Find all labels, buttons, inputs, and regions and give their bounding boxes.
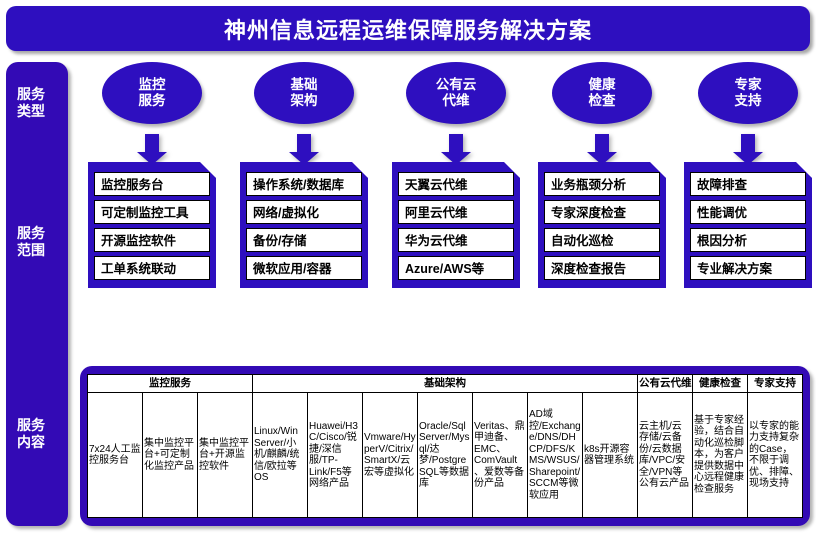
- table-cell: Huawei/H3C/Cisco/锐捷/深信服/TP-Link/F5等网络产品: [307, 392, 363, 518]
- service-type-label-line1: 基础: [290, 77, 318, 92]
- service-type-label-line1: 健康: [588, 77, 616, 92]
- service-type-label-line2: 代维: [442, 93, 470, 108]
- sidebar-item-service-type-line2: 类型: [17, 103, 45, 119]
- pillar-column-5: 专家 支持故障排查性能调优根因分析专业解决方案: [684, 62, 812, 288]
- pillar-column-4: 健康 检查业务瓶颈分析 专家深度检查 自动化巡检深度检查报告: [538, 62, 666, 288]
- table-column-header: 公有云代维: [637, 374, 693, 393]
- table-cell: Veritas、鼎甲迪备、EMC、ComVault、爱数等备份产品: [472, 392, 528, 518]
- table-cell: Vmware/HyperV/Citrix/SmartX/云宏等虚拟化: [362, 392, 418, 518]
- service-scope-item[interactable]: 深度检查报告: [544, 256, 660, 280]
- table-cell: Oracle/SqlServer/Mysql/达梦/PostgreSQL等数据库: [417, 392, 473, 518]
- service-type-ellipse-1[interactable]: 监控 服务: [102, 62, 202, 124]
- service-type-label-line2: 架构: [290, 93, 318, 108]
- sidebar-item-service-content: 服务 内容: [0, 417, 62, 451]
- arrow-down-icon: [137, 134, 167, 165]
- service-type-ellipse-2[interactable]: 基础 架构: [254, 62, 354, 124]
- service-scope-item[interactable]: 专家深度检查: [544, 200, 660, 224]
- service-scope-item[interactable]: 网络/虚拟化: [246, 200, 362, 224]
- table-cell: 7x24人工监控服务台: [87, 392, 143, 518]
- sidebar-item-service-content-line1: 服务: [17, 417, 45, 433]
- service-scope-card-1: 监控服务台可定制监控工具 开源监控软件 工单系统联动: [88, 162, 216, 288]
- table-cell: 集中监控平台+开源监控软件: [197, 392, 253, 518]
- service-scope-item[interactable]: 专业解决方案: [690, 256, 806, 280]
- service-type-label-line2: 服务: [138, 93, 166, 108]
- arrow-down-wrapper-4: [538, 124, 666, 165]
- sidebar-item-service-type-line1: 服务: [17, 86, 45, 102]
- table-head: 监控服务 基础架构 公有云代维 健康检查 专家支持: [87, 374, 803, 393]
- service-scope-item[interactable]: 阿里云代维: [398, 200, 514, 224]
- category-sidebar: [6, 62, 68, 526]
- sidebar-item-service-type: 服务 类型: [0, 86, 62, 120]
- table-body: 7x24人工监控服务台 集中监控平台+可定制化监控产品 集中监控平台+开源监控软件 L…: [87, 392, 803, 518]
- service-content-panel: 监控服务 基础架构 公有云代维 健康检查 专家支持 7x24人工监控服务台 集中监控平台+…: [80, 366, 810, 526]
- pillar-column-1: 监控 服务监控服务台可定制监控工具 开源监控软件 工单系统联动: [88, 62, 216, 288]
- service-scope-item[interactable]: 性能调优: [690, 200, 806, 224]
- service-scope-card-4: 业务瓶颈分析 专家深度检查 自动化巡检深度检查报告: [538, 162, 666, 288]
- service-scope-card-2: 操作系统/数据库 网络/虚拟化 备份/存储微软应用/容器: [240, 162, 368, 288]
- table-cell: 云主机/云存储/云备份/云数据库/VPC/安全/VPN等公有云产品: [637, 392, 693, 518]
- table-cell: 基于专家经验，结合自动化巡检脚本，为客户提供数据中心远程健康检查服务: [692, 392, 748, 518]
- arrow-down-icon: [587, 134, 617, 165]
- service-scope-item[interactable]: 故障排查: [690, 172, 806, 196]
- service-scope-item[interactable]: 天翼云代维: [398, 172, 514, 196]
- table-cell: k8s开源容器管理系统: [582, 392, 638, 518]
- table-cell: 以专家的能力支持复杂的Case，不限于调优、排障、现场支持: [747, 392, 803, 518]
- pillar-column-3: 公有云 代维天翼云代维阿里云代维华为云代维 Azure/AWS等: [392, 62, 520, 288]
- service-scope-item[interactable]: 可定制监控工具: [94, 200, 210, 224]
- service-scope-item[interactable]: 根因分析: [690, 228, 806, 252]
- sidebar-item-service-scope: 服务 范围: [0, 225, 62, 259]
- service-scope-item[interactable]: 工单系统联动: [94, 256, 210, 280]
- arrow-down-icon: [289, 134, 319, 165]
- service-type-ellipse-3[interactable]: 公有云 代维: [406, 62, 506, 124]
- service-scope-item[interactable]: 自动化巡检: [544, 228, 660, 252]
- sidebar-item-service-scope-line1: 服务: [17, 225, 45, 241]
- service-scope-card-5: 故障排查性能调优根因分析专业解决方案: [684, 162, 812, 288]
- page-title-banner: 神州信息远程运维保障服务解决方案: [6, 6, 810, 51]
- arrow-down-icon: [441, 134, 471, 165]
- table-cell: Linux/Win Server/小机/麒麟/统信/欧拉等OS: [252, 392, 308, 518]
- table-column-header: 基础架构: [252, 374, 638, 393]
- table-column-header: 健康检查: [692, 374, 748, 393]
- arrow-down-wrapper-2: [240, 124, 368, 165]
- table-column-header: 监控服务: [87, 374, 253, 393]
- arrow-down-icon: [733, 134, 763, 165]
- service-scope-item[interactable]: 操作系统/数据库: [246, 172, 362, 196]
- service-scope-item[interactable]: 备份/存储: [246, 228, 362, 252]
- arrow-down-wrapper-1: [88, 124, 216, 165]
- table-cell: AD域控/Exchange/DNS/DHCP/DFS/KMS/WSUS/Shar…: [527, 392, 583, 518]
- service-type-label-line1: 专家: [734, 77, 762, 92]
- service-scope-card-3: 天翼云代维阿里云代维华为云代维 Azure/AWS等: [392, 162, 520, 288]
- table-header-row: 监控服务 基础架构 公有云代维 健康检查 专家支持: [87, 374, 803, 393]
- service-type-label-line1: 公有云: [435, 77, 477, 92]
- page-title: 神州信息远程运维保障服务解决方案: [223, 17, 592, 43]
- service-type-label-line1: 监控: [138, 77, 166, 92]
- service-scope-item[interactable]: 华为云代维: [398, 228, 514, 252]
- sidebar-item-service-scope-line2: 范围: [17, 242, 45, 258]
- service-type-ellipse-5[interactable]: 专家 支持: [698, 62, 798, 124]
- arrow-down-wrapper-5: [684, 124, 812, 165]
- service-scope-item[interactable]: 业务瓶颈分析: [544, 172, 660, 196]
- service-type-ellipse-4[interactable]: 健康 检查: [552, 62, 652, 124]
- arrow-down-wrapper-3: [392, 124, 520, 165]
- service-scope-item[interactable]: 开源监控软件: [94, 228, 210, 252]
- service-scope-item[interactable]: 监控服务台: [94, 172, 210, 196]
- service-type-label-line2: 检查: [588, 93, 616, 108]
- table-cell: 集中监控平台+可定制化监控产品: [142, 392, 198, 518]
- service-scope-item[interactable]: 微软应用/容器: [246, 256, 362, 280]
- service-content-table: 监控服务 基础架构 公有云代维 健康检查 专家支持 7x24人工监控服务台 集中监控平台+…: [87, 374, 803, 518]
- service-scope-item[interactable]: Azure/AWS等: [398, 256, 514, 280]
- service-type-label-line2: 支持: [734, 93, 762, 108]
- pillar-column-2: 基础 架构操作系统/数据库 网络/虚拟化 备份/存储微软应用/容器: [240, 62, 368, 288]
- sidebar-item-service-content-line2: 内容: [17, 434, 45, 450]
- table-row: 7x24人工监控服务台 集中监控平台+可定制化监控产品 集中监控平台+开源监控软件 L…: [87, 392, 803, 518]
- table-column-header: 专家支持: [747, 374, 803, 393]
